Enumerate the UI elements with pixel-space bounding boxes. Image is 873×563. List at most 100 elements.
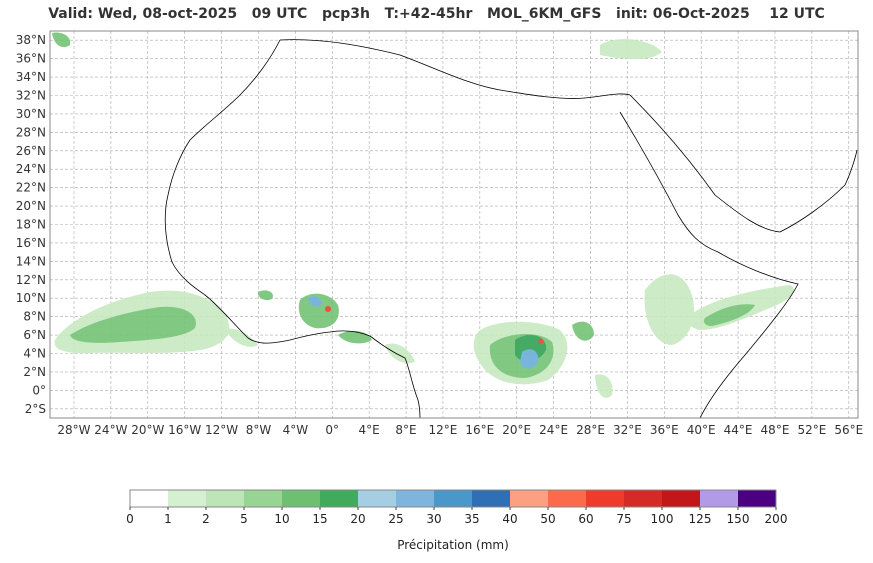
lat-tick-label: 38°N bbox=[16, 33, 46, 47]
lon-tick-label: 24°W bbox=[94, 423, 127, 437]
lon-tick-label: 8°E bbox=[395, 423, 416, 437]
lat-tick-label: 28°N bbox=[16, 125, 46, 139]
colorbar-segment bbox=[168, 490, 207, 507]
lat-tick-label: 16°N bbox=[16, 236, 46, 250]
colorbar-segment bbox=[700, 490, 739, 507]
lat-tick-labels: 38°N 36°N 34°N 32°N 30°N 28°N 26°N 24°N 22°N 20°N… bbox=[16, 33, 46, 416]
lon-tick-label: 52°E bbox=[797, 423, 826, 437]
lat-tick-label: 8°N bbox=[23, 310, 46, 324]
colorbar-tick-label: 125 bbox=[689, 512, 712, 526]
lon-tick-label: 8°W bbox=[246, 423, 272, 437]
colorbar-segment bbox=[396, 490, 435, 507]
precip-med-west bbox=[52, 32, 71, 48]
lat-tick-label: 12°N bbox=[16, 273, 46, 287]
map-title: Valid: Wed, 08-oct-2025 09 UTC pcp3h T:+… bbox=[48, 6, 825, 22]
colorbar-tick-label: 20 bbox=[350, 512, 365, 526]
lat-tick-label: 10°N bbox=[16, 291, 46, 305]
lat-tick-label: 6°N bbox=[23, 328, 46, 342]
colorbar-tick-label: 0 bbox=[126, 512, 134, 526]
lon-tick-label: 20°W bbox=[131, 423, 164, 437]
colorbar-tick-label: 200 bbox=[765, 512, 788, 526]
coast-east-africa bbox=[619, 111, 799, 418]
lat-tick-label: 30°N bbox=[16, 107, 46, 121]
lat-tick-label: 2°S bbox=[25, 402, 46, 416]
lon-tick-label: 36°E bbox=[650, 423, 679, 437]
lon-tick-label: 56°E bbox=[834, 423, 863, 437]
colorbar-tick-label: 150 bbox=[727, 512, 750, 526]
precip-guinea bbox=[225, 328, 258, 347]
precip-somalia-core bbox=[703, 304, 755, 326]
precip-ghana-peak bbox=[325, 306, 331, 312]
lon-tick-label: 4°E bbox=[359, 423, 380, 437]
precip-med-east bbox=[600, 39, 662, 60]
precip-central-africa-peak bbox=[538, 338, 544, 344]
lon-tick-label: 4°W bbox=[283, 423, 309, 437]
lat-tick-label: 2°N bbox=[23, 365, 46, 379]
coastlines bbox=[164, 39, 858, 418]
colorbar-tick-label: 25 bbox=[388, 512, 403, 526]
lon-tick-label: 0° bbox=[325, 423, 339, 437]
precip-nigeria bbox=[338, 330, 372, 344]
colorbar-segment bbox=[434, 490, 473, 507]
colorbar-segment bbox=[472, 490, 511, 507]
lat-tick-label: 20°N bbox=[16, 199, 46, 213]
lon-tick-label: 24°E bbox=[539, 423, 568, 437]
lon-tick-label: 32°E bbox=[613, 423, 642, 437]
map-gridlines bbox=[50, 31, 858, 418]
coast-arabia bbox=[629, 94, 858, 233]
lon-tick-label: 28°W bbox=[57, 423, 90, 437]
lat-tick-label: 4°N bbox=[23, 347, 46, 361]
coast-med-africa bbox=[279, 39, 631, 99]
precip-ethiopia bbox=[644, 274, 694, 345]
lon-tick-label: 16°E bbox=[465, 423, 494, 437]
colorbar-tick-label: 50 bbox=[540, 512, 555, 526]
colorbar-tick-label: 15 bbox=[312, 512, 327, 526]
precip-ghana-core bbox=[308, 296, 322, 307]
colorbar: 0 1 2 5 10 15 20 25 30 35 40 50 60 75 100 125 150 200 bbox=[126, 489, 788, 526]
colorbar-tick-label: 10 bbox=[274, 512, 289, 526]
colorbar-segment bbox=[662, 490, 701, 507]
lon-tick-label: 12°W bbox=[205, 423, 238, 437]
precip-cameroon bbox=[385, 343, 415, 364]
precip-ghana bbox=[298, 293, 339, 329]
colorbar-tick-label: 1 bbox=[164, 512, 172, 526]
colorbar-tick-label: 35 bbox=[464, 512, 479, 526]
lat-tick-label: 34°N bbox=[16, 70, 46, 84]
precip-congo bbox=[595, 374, 613, 398]
colorbar-tick-label: 2 bbox=[202, 512, 210, 526]
precip-atlantic-core bbox=[70, 306, 196, 343]
lat-tick-label: 14°N bbox=[16, 254, 46, 268]
colorbar-tick-label: 75 bbox=[616, 512, 631, 526]
colorbar-label: Précipitation (mm) bbox=[397, 538, 509, 552]
lon-tick-label: 12°E bbox=[429, 423, 458, 437]
colorbar-segment bbox=[548, 490, 587, 507]
precip-sudan-south bbox=[572, 321, 594, 341]
colorbar-segment bbox=[282, 490, 321, 507]
colorbar-tick-label: 60 bbox=[578, 512, 593, 526]
lat-tick-label: 32°N bbox=[16, 89, 46, 103]
colorbar-segment bbox=[244, 490, 283, 507]
lat-tick-label: 24°N bbox=[16, 162, 46, 176]
colorbar-tick-label: 5 bbox=[240, 512, 248, 526]
colorbar-segment bbox=[206, 490, 245, 507]
lon-tick-label: 48°E bbox=[761, 423, 790, 437]
colorbar-segment bbox=[510, 490, 549, 507]
precip-areas bbox=[52, 32, 794, 398]
colorbar-segment bbox=[586, 490, 625, 507]
colorbar-segment bbox=[358, 490, 397, 507]
lon-tick-label: 44°E bbox=[724, 423, 753, 437]
coast-west-africa bbox=[164, 39, 421, 418]
colorbar-tick-label: 40 bbox=[502, 512, 517, 526]
lon-tick-label: 20°E bbox=[502, 423, 531, 437]
lat-tick-label: 22°N bbox=[16, 181, 46, 195]
colorbar-segment bbox=[738, 490, 777, 507]
map-content bbox=[52, 32, 858, 418]
lat-tick-label: 36°N bbox=[16, 52, 46, 66]
lon-tick-labels: 28°W 24°W 20°W 16°W 12°W 8°W 4°W 0° 4°E 8°E 12°E 16… bbox=[57, 423, 863, 437]
lat-tick-label: 0° bbox=[32, 383, 46, 397]
lat-tick-label: 18°N bbox=[16, 218, 46, 232]
lat-tick-label: 26°N bbox=[16, 144, 46, 158]
map-frame bbox=[49, 30, 859, 419]
precip-senegal bbox=[257, 290, 273, 301]
